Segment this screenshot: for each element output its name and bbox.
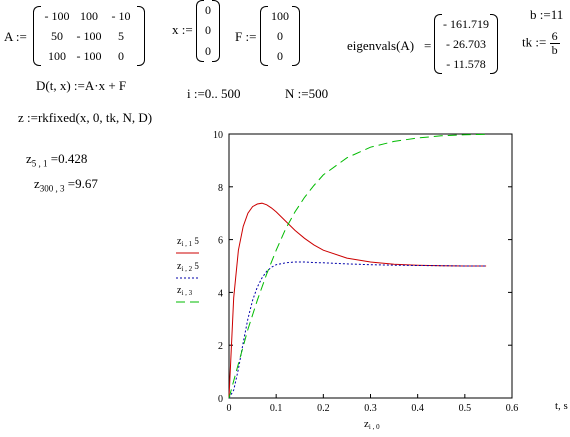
- x-tick-label: 0.6: [506, 403, 519, 414]
- series-line-3: [228, 133, 487, 399]
- matrix-a-cell-8: 0: [118, 48, 124, 63]
- d-function-definition[interactable]: D(t, x) :=A·x + F: [36, 78, 127, 93]
- vector-x-cell-0: 0: [205, 2, 211, 17]
- matrix-a-label: A :=: [4, 29, 27, 44]
- tk-numerator: 6: [549, 29, 560, 44]
- vector-f[interactable]: 100 0 0: [260, 6, 300, 66]
- plot-curves: [228, 133, 487, 399]
- z-name: z: [34, 176, 40, 191]
- eigenvals-result[interactable]: - 161.719 - 26.703 - 11.578: [434, 14, 498, 74]
- legend-label-3: zi , 3: [177, 285, 193, 297]
- x-tick-label: 0.4: [411, 403, 424, 414]
- matrix-a-cell-6: 100: [48, 48, 66, 63]
- eigenvals-equals: =: [424, 38, 432, 53]
- b-definition[interactable]: b :=11: [530, 7, 564, 22]
- z-name: z: [26, 151, 32, 166]
- x-tick-label: 0.5: [459, 403, 472, 414]
- matrix-a-cell-1: 100: [80, 8, 98, 23]
- y-tick-label: 6: [218, 236, 223, 247]
- x-axis-label: zi , 0: [364, 418, 380, 431]
- z-rkfixed-definition[interactable]: z :=rkfixed(x, 0, tk, N, D): [18, 110, 153, 125]
- x-tick-label: 0.1: [270, 403, 283, 414]
- y-tick-label: 0: [218, 394, 223, 405]
- z-300-3-evaluation[interactable]: z300 , 3 =9.67: [34, 176, 98, 194]
- matrix-a[interactable]: - 100 100 - 10 50 - 100 5 100 - 100 0: [33, 6, 145, 66]
- series-line-1: [228, 202, 487, 399]
- tk-lhs: tk :=: [522, 34, 547, 50]
- series-line-2: [228, 261, 487, 399]
- matrix-a-cell-4: - 100: [76, 28, 102, 43]
- x-unit-label: t, s: [555, 400, 568, 412]
- tk-fraction: 6 b: [549, 29, 560, 57]
- vector-x[interactable]: 0 0 0: [196, 0, 220, 62]
- eigenvals-label: eigenvals(A): [347, 38, 415, 53]
- tk-denominator: b: [551, 43, 558, 57]
- x-tick-label: 0.3: [364, 403, 377, 414]
- plot-ticks: 0 0.1 0.2 0.3 0.4 0.5 0.6 0 2 4 6 8 10: [213, 130, 518, 414]
- y-tick-label: 4: [218, 288, 223, 299]
- z-value: =9.67: [64, 176, 98, 191]
- y-tick-label: 10: [213, 130, 223, 141]
- y-tick-label: 2: [218, 341, 223, 352]
- plot-legend: zi , 1 5 zi , 2 5 zi , 3: [176, 236, 199, 303]
- n-definition[interactable]: N :=500: [285, 86, 329, 101]
- vector-x-cell-2: 0: [205, 44, 211, 59]
- eigenvalue-0: - 161.719: [443, 16, 489, 31]
- vector-f-label: F :=: [235, 29, 257, 44]
- matrix-a-cell-3: 50: [51, 28, 63, 43]
- x-tick-label: 0.2: [317, 403, 330, 414]
- vector-f-cell-0: 100: [271, 8, 289, 23]
- matrix-a-cell-0: - 100: [44, 8, 70, 23]
- vector-f-cell-2: 0: [277, 48, 283, 63]
- z-value: =0.428: [47, 151, 88, 166]
- eigenvalue-1: - 26.703: [446, 36, 486, 51]
- vector-x-cell-1: 0: [205, 23, 211, 38]
- matrix-a-cell-5: 5: [118, 28, 124, 43]
- eigenvalue-2: - 11.578: [446, 56, 486, 71]
- tk-definition[interactable]: tk := 6 b: [522, 30, 560, 57]
- z-subscript: 300 , 3: [39, 183, 65, 194]
- range-definition[interactable]: i :=0.. 500: [187, 86, 241, 101]
- vector-f-cell-1: 0: [277, 28, 283, 43]
- z-5-1-evaluation[interactable]: z5 , 1 =0.428: [26, 151, 87, 169]
- x-tick-label: 0: [227, 403, 232, 414]
- z-subscript: 5 , 1: [31, 158, 48, 169]
- y-tick-label: 8: [218, 183, 223, 194]
- vector-x-label: x :=: [172, 22, 193, 37]
- legend-label-2: zi , 2 5: [177, 261, 199, 273]
- matrix-a-cell-2: - 10: [111, 8, 131, 23]
- legend-label-1: zi , 1 5: [177, 236, 199, 248]
- matrix-a-cell-7: - 100: [76, 48, 102, 63]
